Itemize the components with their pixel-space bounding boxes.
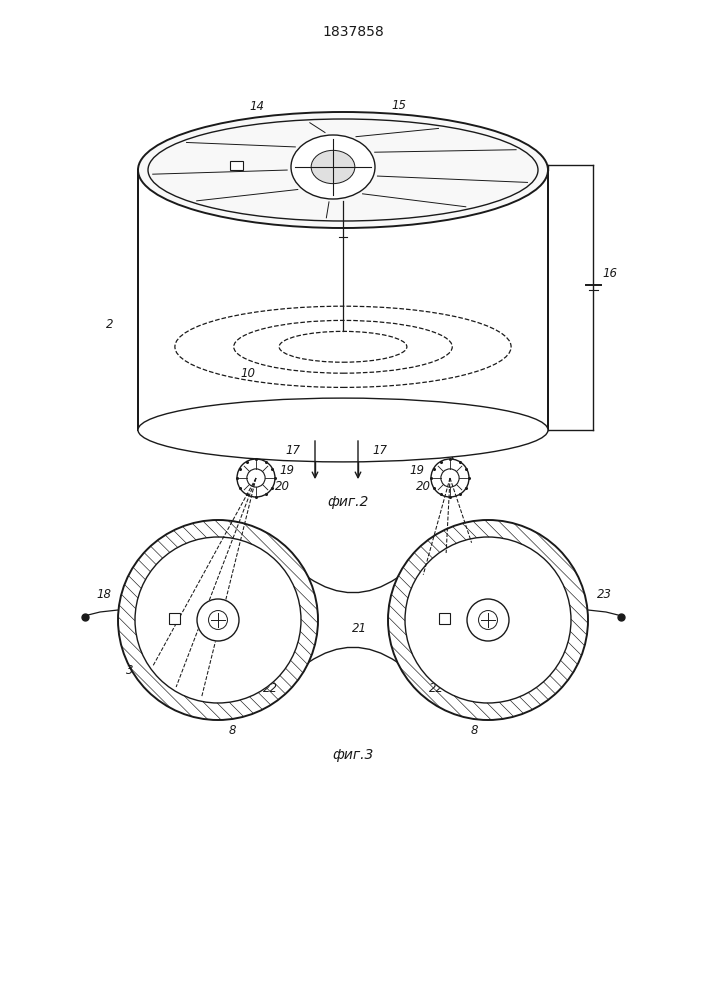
Text: 8: 8	[228, 724, 235, 738]
Text: 3: 3	[127, 664, 134, 676]
Text: 18: 18	[96, 588, 112, 601]
Text: 20: 20	[416, 480, 431, 492]
Ellipse shape	[138, 112, 548, 228]
Text: 11: 11	[358, 207, 373, 220]
Ellipse shape	[311, 150, 355, 184]
Text: 17: 17	[286, 444, 300, 456]
Bar	[138, 170, 548, 430]
Text: 21: 21	[351, 621, 366, 635]
Text: 13: 13	[213, 145, 228, 158]
Text: 16: 16	[602, 267, 617, 280]
Text: фиг.2: фиг.2	[327, 495, 368, 509]
Text: 10: 10	[240, 367, 255, 380]
Text: 15: 15	[392, 99, 407, 112]
Text: 20: 20	[274, 480, 289, 492]
Text: фиг.3: фиг.3	[332, 748, 374, 762]
Ellipse shape	[148, 119, 538, 221]
Text: 12: 12	[216, 178, 232, 191]
Circle shape	[135, 537, 301, 703]
Ellipse shape	[138, 398, 548, 462]
Text: 17: 17	[373, 444, 387, 456]
Bar	[170, 612, 180, 624]
Text: 8: 8	[470, 724, 478, 738]
Text: 1837858: 1837858	[322, 25, 384, 39]
Text: 22: 22	[428, 682, 443, 694]
Ellipse shape	[291, 135, 375, 199]
Text: 14: 14	[250, 100, 264, 113]
Text: 23: 23	[597, 588, 612, 601]
Circle shape	[467, 599, 509, 641]
Text: 22: 22	[262, 682, 278, 694]
Text: 19: 19	[409, 464, 424, 477]
Circle shape	[405, 537, 571, 703]
Bar	[439, 612, 450, 624]
Text: 15: 15	[483, 167, 498, 180]
Bar	[230, 160, 243, 169]
Text: 2: 2	[106, 318, 114, 332]
Circle shape	[197, 599, 239, 641]
Text: 19: 19	[279, 464, 295, 477]
